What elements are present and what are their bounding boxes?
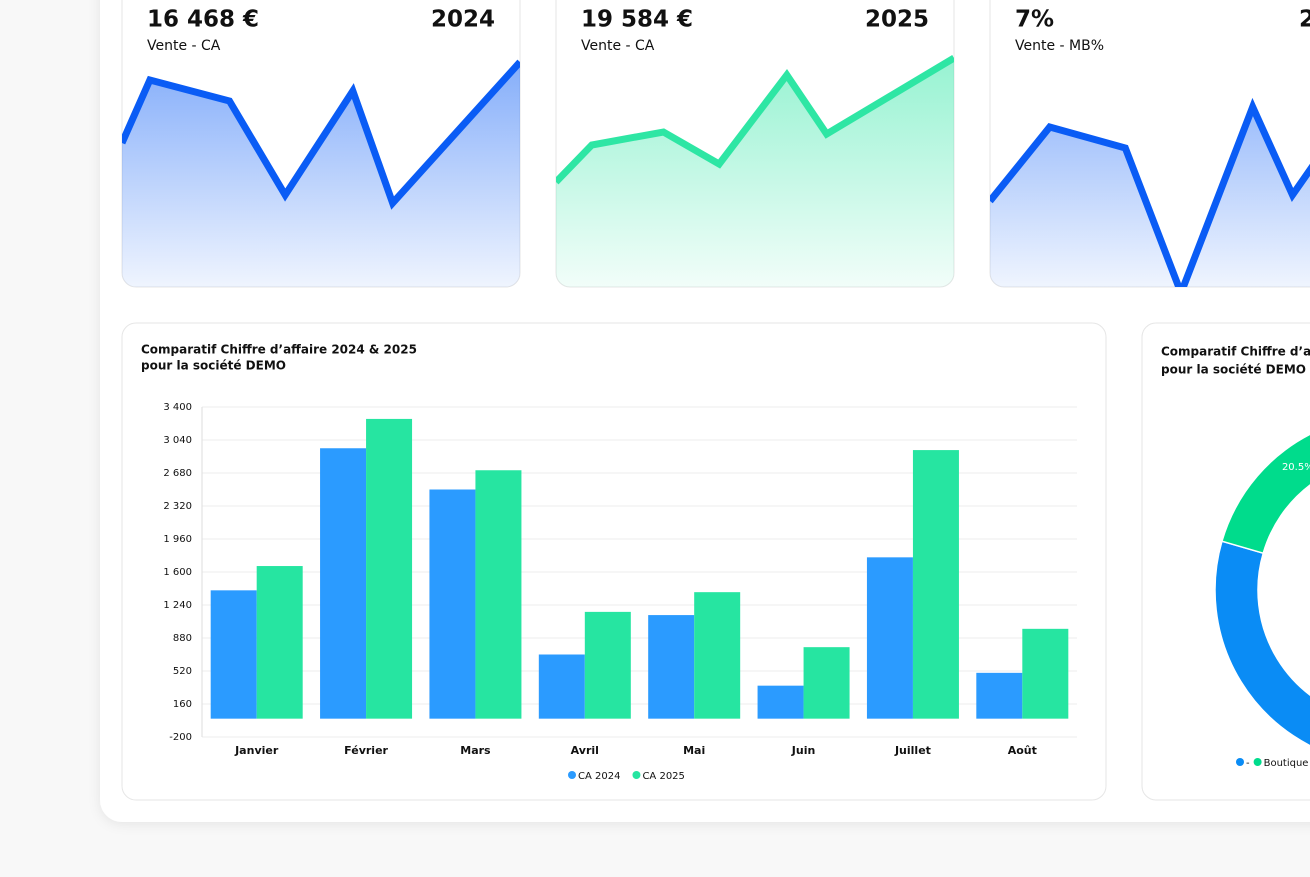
donut-slice [1214,414,1310,766]
y-tick-label: 2 680 [163,468,192,479]
bar [475,470,522,719]
bar [538,654,585,719]
line [122,59,520,210]
slice-label: 20.5% [1282,462,1310,473]
x-tick-label: Août [1008,744,1037,757]
y-tick-label: 160 [173,699,192,710]
bar [1022,628,1069,719]
kpi-card: 16 468 € Vente - CA 2024 [121,0,521,288]
bar [366,418,413,719]
bar [648,615,695,719]
kpi-year: 2025 [1299,7,1310,33]
x-tick-label: Mai [683,744,705,757]
chart-title: Comparatif Chiffre d’affaire 2024 & 2025 [141,343,417,357]
x-tick-label: Juin [791,744,816,757]
legend-label: - [1246,758,1250,769]
legend-dot [1253,758,1262,766]
legend-dot [568,771,576,779]
kpi-year: 2025 [865,7,929,33]
kpi-year: 2024 [431,7,495,33]
bar [584,611,631,719]
kpi-label: Vente - CA [147,38,221,54]
donut-card: Comparatif Chiffre d’affaire 2024 & 2025… [1161,345,1310,769]
bar [256,566,303,719]
x-tick-label: Janvier [234,744,279,757]
bar [803,647,850,719]
donut-slice [1221,414,1310,555]
legend-dot [632,771,641,779]
bar [694,592,741,719]
x-tick-label: Juillet [894,744,931,757]
legend-dot [1236,758,1244,766]
bar [320,448,367,719]
sparkline [990,55,1310,287]
sparkline [556,54,954,287]
x-tick-label: Avril [571,744,599,757]
legend-label: CA 2024 [578,771,620,782]
sparkline [122,59,520,287]
chart-title: Comparatif Chiffre d’affaire 2024 & 2025 [1161,345,1310,359]
bar [210,590,257,719]
kpi-label: Vente - CA [581,38,655,54]
y-tick-label: 3 040 [163,435,192,446]
legend-label: CA 2025 [642,771,684,782]
y-tick-label: 1 240 [163,600,192,611]
area [990,58,1310,287]
bar [976,672,1023,719]
y-tick-label: 520 [173,666,192,677]
area [122,62,520,287]
y-tick-label: -200 [169,732,192,743]
kpi-value: 16 468 € [147,7,259,33]
y-tick-label: 3 400 [163,402,192,413]
kpi-value: 19 584 € [581,7,693,33]
kpi-label: Vente - MB% [1015,38,1104,54]
kpi-card: 7% Vente - MB% 2025 [989,0,1310,288]
y-tick-label: 2 320 [163,501,192,512]
chart-title: pour la société DEMO [1161,363,1306,377]
bar [757,685,804,719]
y-tick-label: 1 960 [163,534,192,545]
x-tick-label: Mars [460,744,491,757]
chart-title: pour la société DEMO [141,359,286,373]
line [556,54,954,185]
x-tick-label: Février [344,744,388,757]
y-tick-label: 880 [173,633,192,644]
bar [429,489,476,719]
kpi-card: 19 584 € Vente - CA 2025 [555,0,955,288]
y-tick-label: 1 600 [163,567,192,578]
kpi-value: 7% [1015,7,1054,33]
line [990,55,1310,287]
legend-label: Boutique [1264,758,1309,769]
bar [866,557,913,719]
bar [912,450,959,719]
